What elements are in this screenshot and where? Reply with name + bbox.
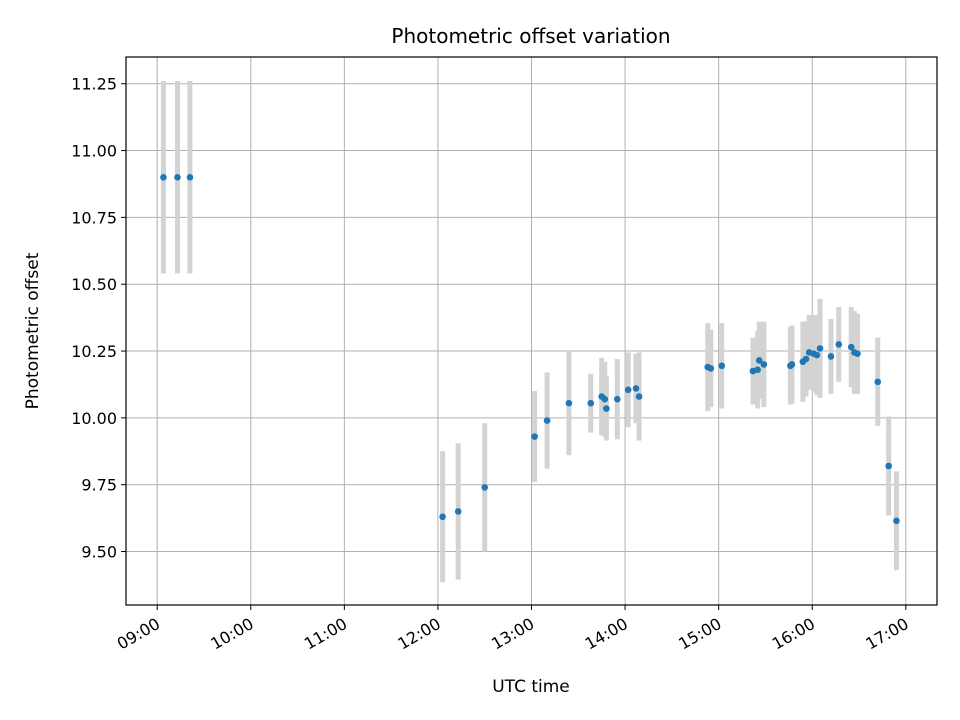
data-point [587, 399, 595, 407]
y-tick-label: 11.25 [71, 75, 117, 94]
data-point [481, 484, 489, 491]
data-point [174, 173, 181, 181]
data-point [707, 365, 715, 372]
data-point [802, 355, 810, 363]
data-point [755, 357, 763, 364]
data-point [754, 366, 761, 374]
data-point [601, 395, 609, 403]
data-point [760, 361, 768, 368]
y-tick-label: 10.75 [71, 208, 117, 227]
y-tick-label: 9.50 [81, 543, 117, 562]
data-point [635, 393, 643, 400]
x-tick-label: 16:00 [769, 614, 818, 654]
chart-title: Photometric offset variation [391, 24, 670, 48]
data-point [847, 343, 855, 351]
data-point [439, 513, 446, 521]
data-point [813, 351, 821, 359]
data-point [874, 378, 882, 386]
data-point [718, 362, 726, 370]
data-point [632, 385, 640, 392]
y-tick-label: 10.00 [71, 409, 117, 428]
x-tick-label: 11:00 [301, 614, 350, 654]
x-tick-label: 17:00 [862, 614, 911, 654]
axis-ticks: 09:00 10:00 11:00 12:00 13:00 14:00 15:00 16:00… [71, 75, 912, 654]
x-tick-label: 12:00 [394, 614, 443, 654]
x-tick-label: 10:00 [207, 614, 256, 654]
data-point [531, 433, 538, 440]
data-point [816, 345, 824, 352]
data-point [603, 405, 610, 412]
data-point [160, 173, 167, 181]
y-tick-label: 11.00 [71, 142, 117, 161]
x-tick-label: 13:00 [488, 614, 537, 654]
data-point [893, 517, 900, 525]
x-tick-label: 14:00 [582, 614, 631, 654]
error-bars [160, 81, 899, 583]
x-tick-label: 09:00 [114, 614, 163, 654]
data-point [835, 341, 843, 348]
data-point [885, 462, 892, 470]
data-points [160, 173, 900, 525]
data-point [854, 350, 861, 358]
data-point [827, 353, 835, 360]
data-point [613, 395, 621, 403]
data-point [543, 417, 551, 424]
y-tick-label: 9.75 [81, 476, 117, 495]
data-point [186, 173, 194, 181]
y-tick-label: 10.50 [71, 275, 117, 294]
data-point [788, 361, 796, 368]
data-point [624, 386, 632, 394]
x-axis-title: UTC time [492, 677, 570, 697]
x-tick-label: 15:00 [675, 614, 724, 654]
y-tick-label: 10.25 [71, 342, 117, 361]
data-point [565, 399, 573, 407]
data-point [454, 508, 462, 515]
y-axis-title: Photometric offset [23, 252, 43, 409]
